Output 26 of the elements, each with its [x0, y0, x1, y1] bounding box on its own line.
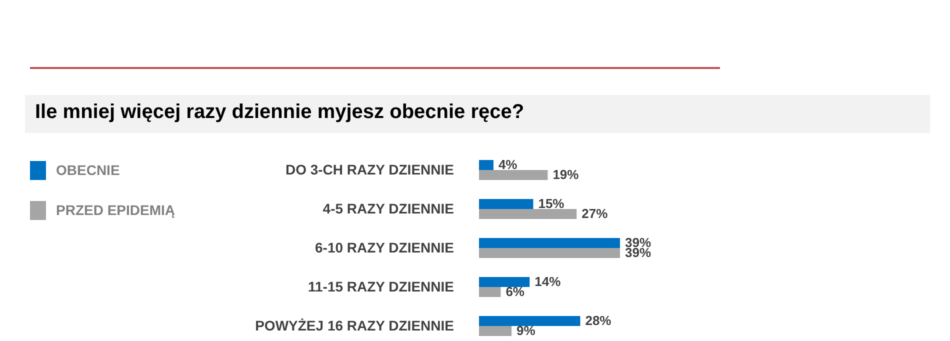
data-label: 14% — [534, 274, 562, 289]
data-label: 28% — [585, 313, 612, 328]
legend-label: OBECNIE — [56, 162, 120, 178]
data-label: 15% — [538, 196, 565, 211]
data-label: 27% — [582, 206, 608, 221]
data-label: 6% — [506, 284, 525, 299]
y-tick-label: 11-15 RAZY DZIENNIE — [308, 278, 454, 294]
data-label: 19% — [552, 167, 580, 182]
bar — [479, 287, 501, 297]
bar — [479, 316, 580, 326]
y-tick-label: DO 3-CH RAZY DZIENNIE — [285, 162, 454, 178]
bar — [479, 160, 494, 170]
text: Ile mniej więcej razy dziennie myjesz obecnie ręce? — [25, 95, 930, 133]
bar — [479, 209, 577, 219]
y-tick-label: POWYŻEJ 16 RAZY DZIENNIE — [255, 318, 454, 334]
y-tick-label: 6-10 RAZY DZIENNIE — [315, 240, 454, 256]
data-label: 4% — [498, 157, 518, 172]
data-label: 9% — [516, 323, 536, 338]
bar — [479, 277, 530, 287]
legend-label: PRZED EPIDEMIĄ — [56, 202, 176, 218]
bar — [479, 248, 620, 258]
bar — [479, 199, 534, 209]
bar — [479, 238, 620, 248]
bar — [479, 326, 512, 336]
y-tick-label: 4-5 RAZY DZIENNIE — [322, 200, 454, 216]
bar — [479, 170, 548, 180]
